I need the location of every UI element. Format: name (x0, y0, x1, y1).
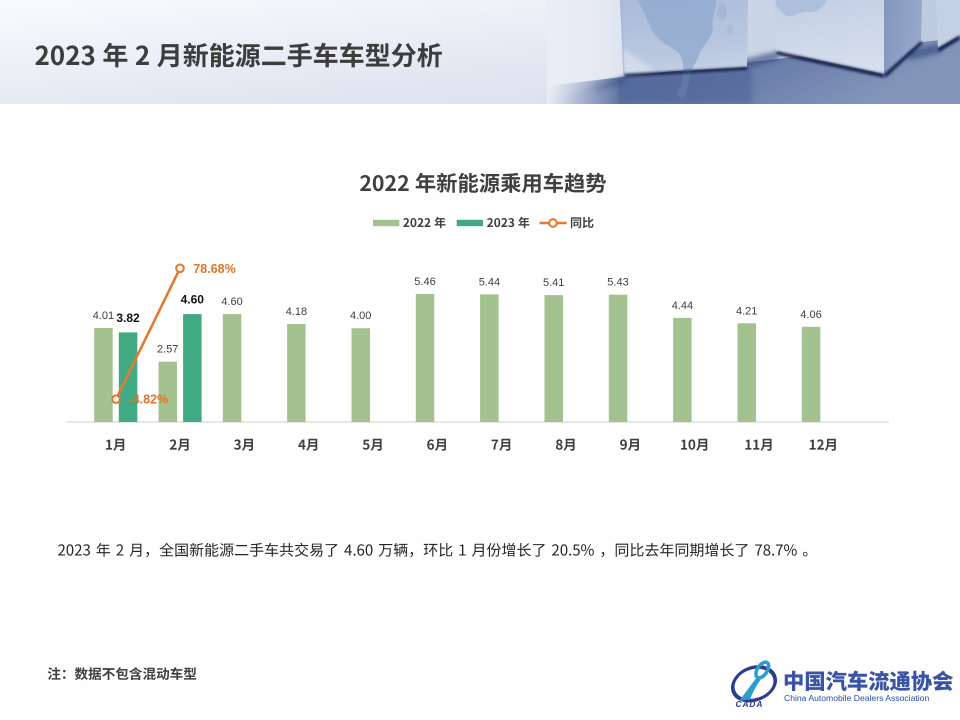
svg-text:-4.82%: -4.82% (129, 392, 169, 406)
svg-text:4.06: 4.06 (800, 309, 821, 321)
svg-text:5.44: 5.44 (479, 276, 500, 288)
svg-text:4.00: 4.00 (350, 310, 371, 322)
svg-text:4.01: 4.01 (93, 310, 114, 322)
svg-text:2.57: 2.57 (157, 344, 178, 356)
svg-text:China Automobile Dealers Assoc: China Automobile Dealers Association (784, 693, 929, 703)
svg-text:4.21: 4.21 (736, 305, 757, 317)
svg-text:5.43: 5.43 (607, 277, 628, 289)
svg-text:4.60: 4.60 (221, 296, 242, 308)
svg-text:5.41: 5.41 (543, 277, 564, 289)
svg-text:78.68%: 78.68% (193, 262, 235, 276)
svg-text:4.18: 4.18 (286, 306, 307, 318)
svg-text:CADA: CADA (736, 699, 764, 709)
svg-text:5.46: 5.46 (414, 276, 435, 288)
svg-text:3.82: 3.82 (116, 311, 140, 325)
svg-text:4.44: 4.44 (672, 300, 693, 312)
svg-text:4.60: 4.60 (181, 293, 205, 307)
